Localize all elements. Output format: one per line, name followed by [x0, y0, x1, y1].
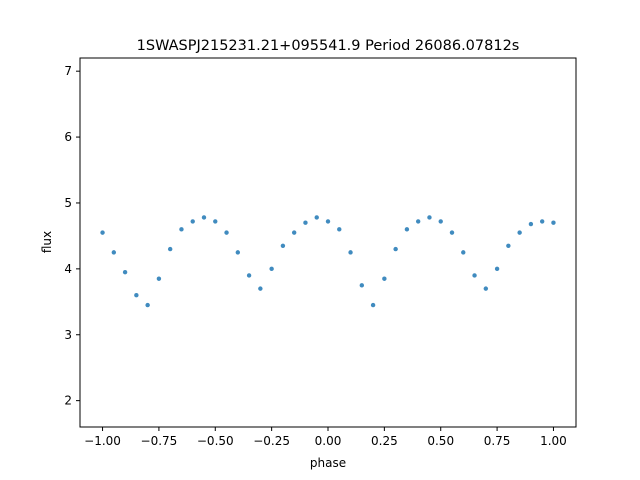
- data-point: [404, 227, 410, 232]
- data-point: [528, 221, 534, 227]
- data-point: [213, 219, 218, 224]
- x-tick-label: −0.75: [141, 434, 178, 448]
- data-point: [494, 266, 500, 272]
- data-point: [483, 286, 489, 291]
- data-point: [415, 219, 421, 224]
- data-point: [348, 250, 353, 255]
- data-point: [111, 250, 117, 255]
- data-point: [167, 246, 173, 252]
- data-point: [201, 215, 207, 220]
- data-point: [235, 250, 241, 255]
- data-point: [224, 230, 229, 235]
- data-point: [303, 220, 308, 225]
- data-point: [449, 230, 455, 235]
- y-axis: 2 3 4 5 6 7: [64, 64, 80, 408]
- data-point: [145, 302, 150, 308]
- scatter-points: [100, 215, 556, 308]
- data-point: [314, 215, 319, 220]
- y-axis-label: flux: [40, 231, 54, 253]
- x-axis-label: phase: [310, 456, 346, 470]
- y-tick-label: 2: [64, 394, 72, 408]
- data-point: [337, 227, 342, 232]
- data-point: [100, 230, 105, 235]
- y-tick-label: 7: [64, 64, 72, 78]
- data-point: [122, 269, 128, 275]
- data-point: [359, 283, 365, 288]
- y-tick-label: 5: [64, 196, 72, 210]
- data-point: [179, 227, 184, 232]
- x-tick-label: −1.00: [84, 434, 121, 448]
- y-tick-label: 6: [64, 130, 72, 144]
- y-tick-label: 3: [64, 328, 72, 342]
- chart-title: 1SWASPJ215231.21+095541.9 Period 26086.0…: [137, 38, 520, 54]
- x-tick-label: 0.00: [315, 434, 342, 448]
- data-point: [461, 250, 466, 255]
- x-axis: −1.00 −0.75 −0.50 −0.25 0.00 0.25 0.50 0.75 1.00: [84, 427, 567, 448]
- data-point: [517, 230, 522, 235]
- data-point: [472, 273, 477, 278]
- data-point: [370, 302, 376, 308]
- data-point: [427, 215, 432, 220]
- data-point: [438, 219, 443, 224]
- data-point: [291, 230, 297, 235]
- data-point: [156, 276, 162, 281]
- data-point: [134, 293, 139, 298]
- data-point: [382, 276, 387, 281]
- data-point: [539, 219, 545, 224]
- x-tick-label: −0.25: [253, 434, 290, 448]
- data-point: [280, 243, 286, 248]
- x-tick-label: −0.50: [197, 434, 234, 448]
- data-point: [325, 219, 331, 224]
- data-point: [269, 266, 274, 272]
- data-point: [393, 246, 398, 252]
- data-point: [190, 219, 195, 224]
- x-tick-label: 1.00: [540, 434, 567, 448]
- x-tick-label: 0.50: [427, 434, 454, 448]
- data-point: [258, 286, 263, 291]
- data-point: [246, 273, 252, 278]
- data-point: [506, 243, 511, 248]
- x-tick-label: 0.25: [371, 434, 398, 448]
- data-point: [551, 220, 556, 225]
- y-tick-label: 4: [64, 262, 72, 276]
- plot-frame: [79, 57, 577, 428]
- x-tick-label: 0.75: [484, 434, 511, 448]
